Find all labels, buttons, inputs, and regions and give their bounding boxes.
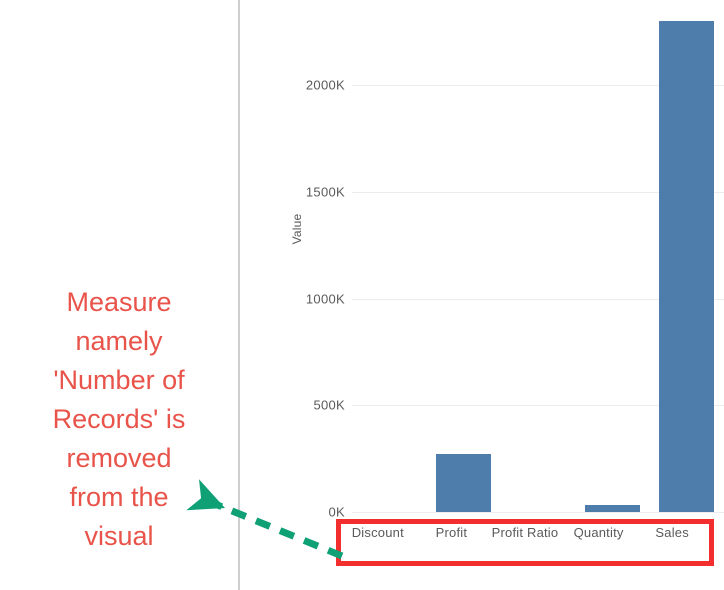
- gridline: [352, 405, 724, 407]
- x-axis-tick-label[interactable]: Quantity: [573, 525, 624, 540]
- y-axis-tick-label: 2000K: [305, 77, 345, 93]
- x-axis-tick-label[interactable]: Sales: [655, 525, 689, 540]
- gridline: [352, 512, 724, 513]
- bar-sales[interactable]: [659, 20, 715, 512]
- panel-divider: [238, 0, 240, 590]
- y-axis-tick-label: 0K: [328, 504, 345, 520]
- bar-quantity[interactable]: [584, 504, 640, 512]
- y-axis-tick-label: 500K: [313, 397, 345, 413]
- x-axis-tick-labels: Discount Profit Profit Ratio Quantity Sales: [341, 524, 709, 561]
- annotation-callout-text: Measure namely 'Number of Records' is re…: [52, 287, 186, 551]
- gridline: [352, 298, 724, 300]
- gridline: [352, 85, 724, 86]
- y-axis-tick-labels: 0K 500K 1000K 1500K 2000K: [277, 0, 345, 590]
- bar-chart: Value 0K 500K 1000K 1500K 2000K: [239, 0, 724, 590]
- x-axis-tick-label[interactable]: Profit Ratio: [491, 525, 559, 540]
- y-axis-tick-label: 1000K: [305, 291, 345, 306]
- gridline: [352, 191, 724, 193]
- plot-area: [352, 0, 724, 590]
- bar-profit[interactable]: [436, 454, 492, 512]
- x-axis-tick-label[interactable]: Profit: [435, 525, 468, 540]
- annotation-panel: Measure namely 'Number of Records' is re…: [0, 0, 239, 590]
- x-axis-highlight-box: [336, 519, 714, 566]
- x-axis-tick-label[interactable]: Discount: [351, 525, 404, 540]
- y-axis-tick-label: 1500K: [305, 184, 345, 200]
